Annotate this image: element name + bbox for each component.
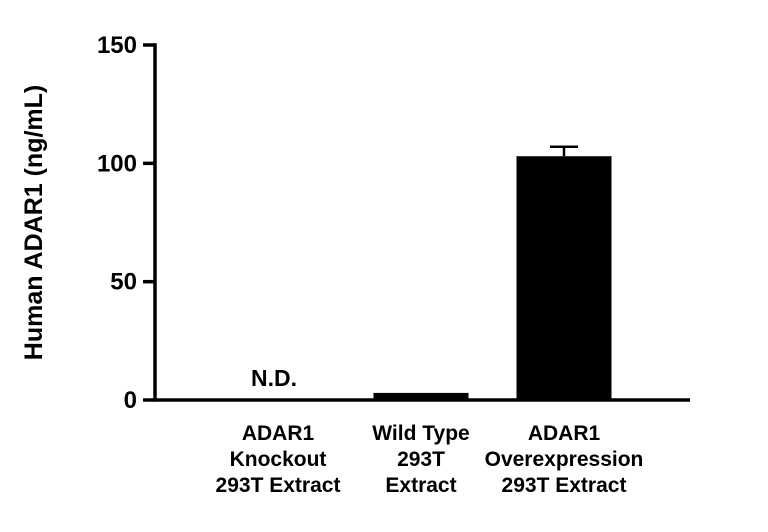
bar <box>516 156 612 400</box>
y-axis-title: Human ADAR1 (ng/mL) <box>20 85 48 360</box>
y-axis-tick-label: 0 <box>124 387 137 414</box>
bar <box>373 392 469 400</box>
x-category-label: Wild Type 293T Extract <box>372 422 469 497</box>
y-axis-tick-label: 50 <box>110 269 137 296</box>
y-axis-tick-label: 100 <box>97 150 137 177</box>
x-category-label: ADAR1 Knockout 293T Extract <box>216 422 341 497</box>
x-category-label: ADAR1 Overexpression 293T Extract <box>485 422 644 497</box>
y-axis-tick-label: 150 <box>97 32 137 59</box>
not-detected-label: N.D. <box>251 365 297 391</box>
